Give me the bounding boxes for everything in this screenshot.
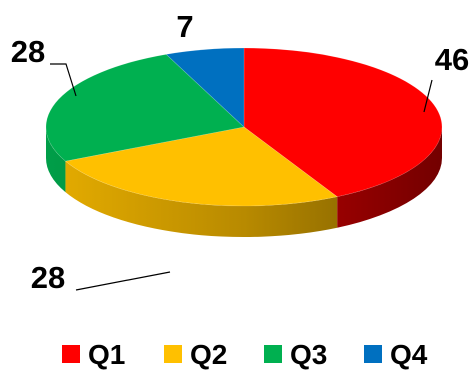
data-label-q1: 46: [435, 42, 469, 77]
data-labels: 46 28 28 7: [11, 9, 469, 295]
legend-label-q4: Q4: [390, 339, 428, 370]
legend-swatch-q1: [62, 345, 80, 363]
pie-side-q2: [65, 161, 338, 237]
data-label-q2: 28: [31, 260, 65, 295]
legend-item-q2: Q2: [164, 339, 227, 370]
pie-side-q3: [46, 127, 66, 193]
legend-label-q1: Q1: [88, 339, 125, 370]
legend-item-q3: Q3: [264, 339, 327, 370]
data-label-q3: 28: [11, 34, 45, 69]
legend: Q1 Q2 Q3 Q4: [62, 339, 428, 370]
pie-side-q1: [337, 127, 442, 228]
pie-slice-q2: [64, 126, 338, 207]
pie-slice-q3: [45, 54, 245, 162]
leader-line-q2: [75, 271, 171, 291]
data-label-q4: 7: [176, 9, 193, 44]
legend-item-q4: Q4: [364, 339, 428, 370]
pie-slices: [45, 47, 443, 237]
legend-label-q3: Q3: [290, 339, 327, 370]
pie-slice-q1: [243, 47, 443, 198]
leader-line-q1: [423, 79, 433, 113]
leader-lines: [50, 63, 433, 291]
legend-swatch-q3: [264, 345, 282, 363]
leader-line-q3: [50, 63, 77, 97]
legend-item-q1: Q1: [62, 339, 125, 370]
legend-swatch-q2: [164, 345, 182, 363]
legend-label-q2: Q2: [190, 339, 227, 370]
legend-swatch-q4: [364, 345, 382, 363]
pie-slice-q4: [165, 47, 245, 128]
